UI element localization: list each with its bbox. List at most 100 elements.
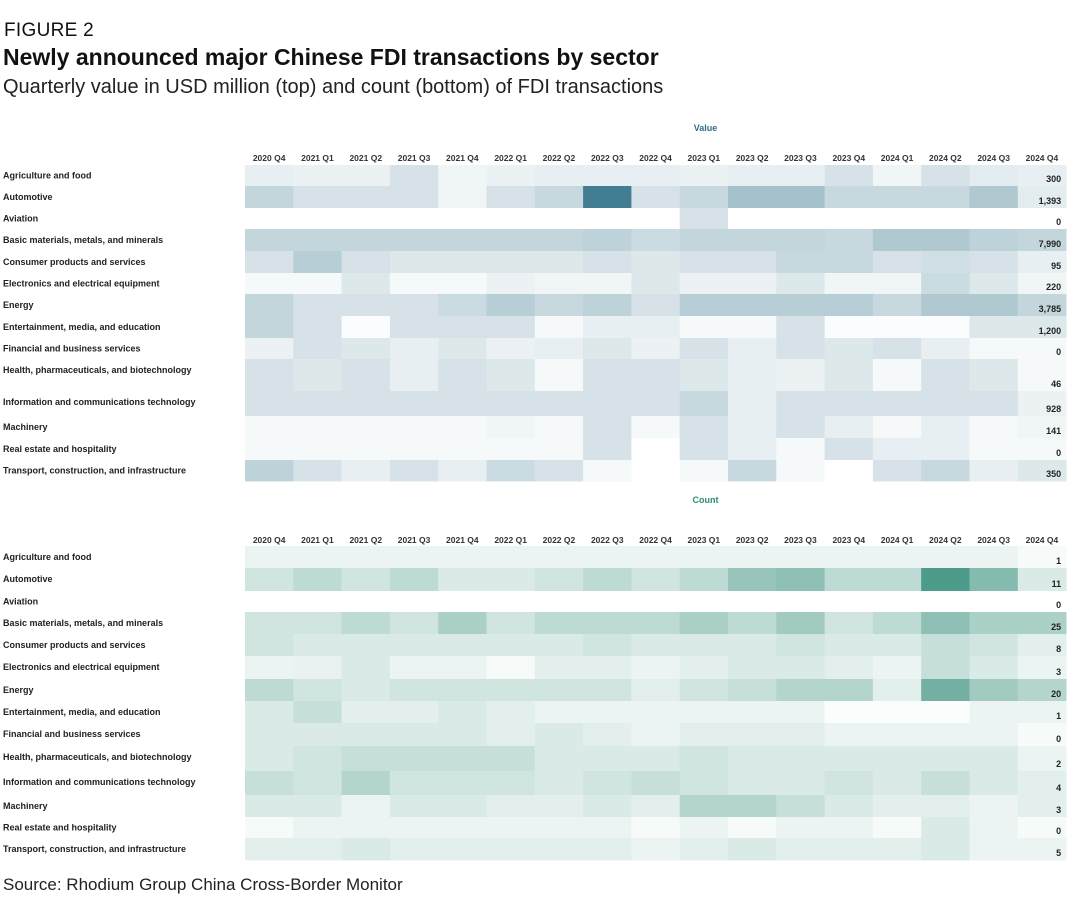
heatmap-cell xyxy=(389,746,439,772)
heatmap-cell xyxy=(824,186,874,209)
heatmap-cell xyxy=(969,701,1019,724)
heatmap-cell xyxy=(293,416,342,439)
column-header: 2021 Q4 xyxy=(446,535,479,545)
heatmap-cell xyxy=(583,838,632,861)
heatmap-cell xyxy=(245,679,294,702)
heatmap-cell xyxy=(293,294,342,317)
heatmap-cell xyxy=(341,838,391,861)
heatmap-cell xyxy=(534,294,584,317)
column-header: 2021 Q3 xyxy=(398,535,431,545)
latest-value: 3 xyxy=(1056,667,1061,677)
heatmap-cell xyxy=(293,391,342,417)
heatmap-cell xyxy=(341,294,391,317)
column-header: 2021 Q2 xyxy=(349,153,382,163)
column-header: 2024 Q2 xyxy=(929,535,962,545)
heatmap-cell xyxy=(776,359,825,392)
heatmap-cell xyxy=(583,612,632,635)
heatmap-cell xyxy=(438,656,487,680)
heatmap-cell xyxy=(776,591,825,613)
heatmap-cell xyxy=(872,460,922,482)
heatmap-cell xyxy=(631,701,681,724)
heatmap-cell xyxy=(534,568,584,592)
heatmap-cell xyxy=(293,460,342,482)
heatmap-cell xyxy=(921,391,970,417)
column-header: 2022 Q4 xyxy=(639,153,672,163)
figure-source: Source: Rhodium Group China Cross-Border… xyxy=(3,875,403,894)
heatmap-cell xyxy=(534,251,584,274)
heatmap-cell xyxy=(438,701,487,724)
heatmap-cell xyxy=(389,838,439,861)
heatmap-cell xyxy=(824,634,874,657)
heatmap-cell xyxy=(438,186,487,209)
heatmap-cell xyxy=(872,591,922,613)
latest-value: 5 xyxy=(1056,848,1061,858)
heatmap-cell xyxy=(776,656,825,680)
figure-title: Newly announced major Chinese FDI transa… xyxy=(3,44,659,70)
heatmap-cell xyxy=(486,273,536,295)
heatmap-cell xyxy=(245,634,294,657)
heatmap-cell xyxy=(583,251,632,274)
column-header: 2021 Q1 xyxy=(301,153,334,163)
heatmap-cell xyxy=(245,316,294,339)
heatmap-cell xyxy=(872,771,922,796)
heatmap-cell xyxy=(486,679,536,702)
heatmap-cell xyxy=(969,771,1019,796)
heatmap-cell xyxy=(679,251,729,274)
column-header: 2023 Q4 xyxy=(832,535,865,545)
row-label-agriculture-and-food: Agriculture and food xyxy=(3,552,92,562)
heatmap-cell xyxy=(486,568,536,592)
heatmap-cell xyxy=(341,273,391,295)
heatmap-cell xyxy=(776,391,825,417)
heatmap-cell xyxy=(245,359,294,392)
heatmap-cell xyxy=(245,460,294,482)
row-label-real-estate-and-hospitality: Real estate and hospitality xyxy=(3,823,117,833)
heatmap-cell xyxy=(824,746,874,772)
heatmap-cell xyxy=(631,338,681,360)
heatmap-cell xyxy=(534,338,584,360)
heatmap-cell xyxy=(921,438,970,461)
heatmap-cell xyxy=(486,795,536,818)
heatmap-cell xyxy=(293,656,342,680)
heatmap-cell xyxy=(534,546,584,569)
heatmap-cell xyxy=(486,817,536,839)
row-label-entertainment-media-and-education: Entertainment, media, and education xyxy=(3,707,161,717)
heatmap-cell xyxy=(293,568,342,592)
heatmap-cell xyxy=(486,208,536,230)
heatmap-cell xyxy=(534,316,584,339)
heatmap-cell xyxy=(583,656,632,680)
heatmap-cell xyxy=(438,679,487,702)
heatmap-cell xyxy=(293,546,342,569)
heatmap-cell xyxy=(728,723,777,747)
heatmap-cell xyxy=(969,165,1019,187)
heatmap-cell xyxy=(389,817,439,839)
heatmap-cell xyxy=(969,338,1019,360)
heatmap-cell xyxy=(824,391,874,417)
heatmap-cell xyxy=(728,634,777,657)
heatmap-cell xyxy=(921,546,970,569)
latest-value: 0 xyxy=(1056,826,1061,836)
heatmap-cell xyxy=(341,438,391,461)
heatmap-cell xyxy=(872,416,922,439)
heatmap-cell xyxy=(921,634,970,657)
heatmap-cell xyxy=(438,251,487,274)
heatmap-cell xyxy=(245,701,294,724)
heatmap-cell xyxy=(245,546,294,569)
heatmap-cell xyxy=(872,251,922,274)
heatmap-cell xyxy=(679,771,729,796)
column-header: 2020 Q4 xyxy=(253,535,286,545)
heatmap-cell xyxy=(872,391,922,417)
heatmap-cell xyxy=(631,273,681,295)
heatmap-cell xyxy=(341,460,391,482)
heatmap-cell xyxy=(824,316,874,339)
heatmap-cell xyxy=(293,316,342,339)
heatmap-cell xyxy=(824,612,874,635)
heatmap-cell xyxy=(679,294,729,317)
heatmap-cell xyxy=(824,438,874,461)
heatmap-cell xyxy=(583,391,632,417)
heatmap-cell xyxy=(969,656,1019,680)
row-label-financial-and-business-services: Financial and business services xyxy=(3,344,141,354)
heatmap-cell xyxy=(245,229,294,252)
row-label-health-pharmaceuticals-and-biotechnology: Health, pharmaceuticals, and biotechnolo… xyxy=(3,752,192,762)
heatmap-cell xyxy=(1017,316,1067,339)
latest-value: 1,200 xyxy=(1039,326,1062,336)
